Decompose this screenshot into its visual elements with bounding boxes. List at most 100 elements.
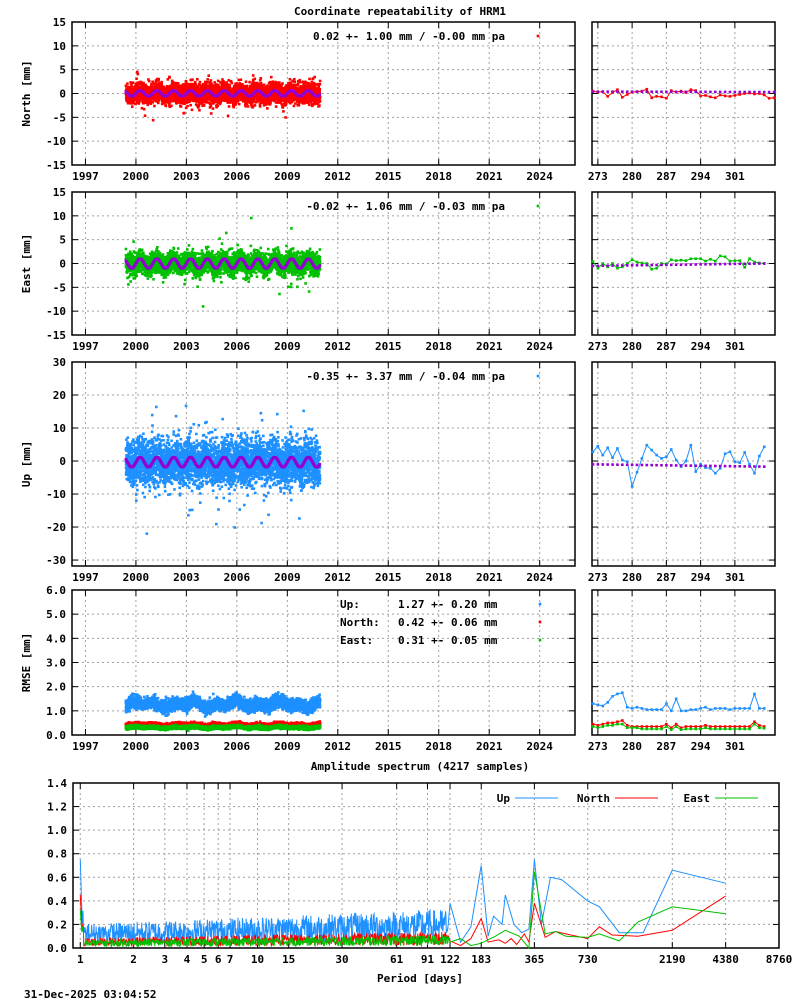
data-point (269, 101, 272, 104)
data-point (185, 80, 188, 83)
data-point (183, 112, 186, 115)
data-point (160, 81, 163, 84)
x-tick-label: 301 (725, 170, 745, 183)
data-point (210, 79, 213, 82)
data-point (319, 80, 322, 83)
x-tick-label: 2015 (375, 170, 402, 183)
recent-data-point (621, 96, 624, 99)
data-point (198, 105, 201, 108)
data-point (151, 101, 154, 104)
data-point (252, 74, 255, 77)
spectrum-title: Amplitude spectrum (4217 samples) (311, 760, 530, 773)
data-point (228, 85, 231, 88)
recent-data-point (655, 95, 658, 98)
data-point (217, 105, 220, 108)
data-point (206, 81, 209, 84)
data-point (308, 78, 311, 81)
data-point (198, 109, 201, 112)
recent-data-point (773, 96, 776, 99)
data-point (266, 84, 269, 87)
data-point (281, 82, 284, 85)
data-point (284, 116, 287, 119)
data-point (191, 109, 194, 112)
data-point (189, 104, 192, 107)
data-point (244, 105, 247, 108)
data-point (186, 105, 189, 108)
data-point (254, 104, 257, 107)
recent-data-point (709, 96, 712, 99)
data-point (191, 78, 194, 81)
x-tick-label: 2021 (476, 170, 503, 183)
recent-data-point (626, 93, 629, 96)
recent-model-point (621, 90, 624, 93)
x-tick-label: 2012 (325, 170, 352, 183)
x-tick-label: 2009 (274, 170, 301, 183)
data-point (259, 105, 262, 108)
data-point (222, 81, 225, 84)
recent-model-point (606, 90, 609, 93)
recent-data-point (763, 94, 766, 97)
data-point (217, 80, 220, 83)
data-point (278, 81, 281, 84)
data-point (266, 107, 269, 110)
y-tick-label: 0 (59, 88, 66, 101)
recent-model-point (636, 90, 639, 93)
data-point (245, 80, 248, 83)
recent-model-point (597, 90, 600, 93)
recent-model-point (665, 90, 668, 93)
data-point (302, 80, 305, 83)
data-point (253, 78, 256, 81)
recent-model-point (670, 90, 673, 93)
recent-data-point (704, 94, 707, 97)
x-tick-label: 1997 (72, 170, 99, 183)
data-point (285, 103, 288, 106)
recent-model-point (641, 90, 644, 93)
data-point (209, 102, 212, 105)
data-point (308, 104, 311, 107)
data-point (207, 74, 210, 77)
recent-data-point (714, 96, 717, 99)
recent-data-point (650, 96, 653, 99)
north-recent-plot: 273 280 287 294 301 (588, 22, 775, 183)
north-legend-text: 0.02 +- 1.00 mm / -0.00 mm pa (313, 30, 505, 43)
recent-model-point (631, 90, 634, 93)
recent-data-point (734, 94, 737, 97)
recent-model-point (690, 91, 693, 94)
data-point (196, 78, 199, 81)
y-tick-label: -15 (46, 159, 66, 172)
north-ylabel: North [mm] (20, 60, 33, 126)
data-point (227, 115, 230, 118)
data-point (137, 73, 140, 76)
data-point (298, 104, 301, 107)
data-point (293, 81, 296, 84)
data-point (282, 110, 285, 113)
recent-model-point (646, 90, 649, 93)
timestamp: 31-Dec-2025 03:04:52 (24, 988, 156, 1000)
recent-model-point (675, 91, 678, 94)
recent-model-point (655, 90, 658, 93)
data-point (135, 77, 138, 80)
legend-marker (537, 35, 540, 38)
x-tick-label: 2006 (224, 170, 251, 183)
data-point (240, 78, 243, 81)
data-point (157, 78, 160, 81)
data-point (212, 107, 215, 110)
data-point (275, 105, 278, 108)
recent-data-point (719, 94, 722, 97)
data-point (238, 103, 241, 106)
data-point (152, 119, 155, 122)
data-point (132, 81, 135, 84)
data-point (318, 105, 321, 108)
model-point (319, 93, 322, 96)
data-point (247, 105, 250, 108)
data-point (144, 114, 147, 117)
recent-data-point (738, 93, 741, 96)
data-point (153, 105, 156, 108)
data-point (206, 78, 209, 81)
x-tick-label: 2003 (173, 170, 200, 183)
data-point (318, 88, 321, 91)
data-point (248, 81, 251, 84)
data-point (210, 112, 213, 115)
data-point (148, 80, 151, 83)
y-tick-label: 10 (53, 40, 66, 53)
